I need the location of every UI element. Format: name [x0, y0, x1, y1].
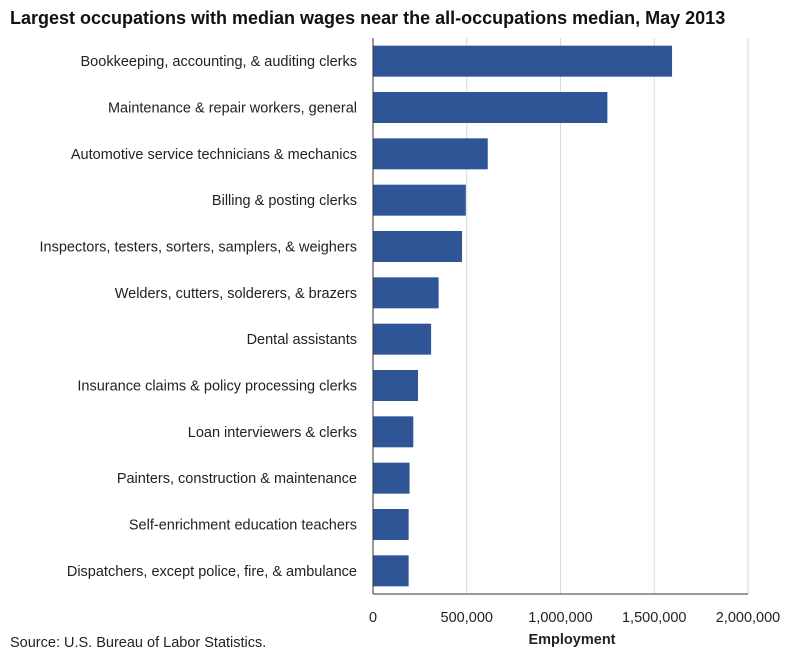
bar: [373, 184, 466, 216]
x-tick-label: 1,000,000: [528, 610, 593, 626]
x-tick-label: 1,500,000: [622, 610, 687, 626]
source-note: Source: U.S. Bureau of Labor Statistics.: [10, 635, 267, 651]
bar: [373, 416, 414, 448]
chart-title: Largest occupations with median wages ne…: [10, 8, 726, 28]
x-tick-label: 500,000: [441, 610, 493, 626]
category-label: Insurance claims & policy processing cle…: [77, 379, 357, 395]
x-axis-title: Employment: [528, 632, 616, 648]
bar: [373, 370, 418, 401]
bar: [373, 92, 608, 123]
category-label: Dispatchers, except police, fire, & ambu…: [67, 564, 357, 580]
gridlines: [466, 38, 749, 594]
bar: [373, 555, 409, 587]
bars: [373, 45, 673, 587]
category-label: Self-enrichment education teachers: [129, 518, 357, 534]
category-label: Billing & posting clerks: [212, 193, 357, 209]
x-tick-label: 2,000,000: [716, 610, 781, 626]
category-label: Inspectors, testers, sorters, samplers, …: [40, 240, 358, 256]
category-label: Welders, cutters, solderers, & brazers: [115, 286, 357, 302]
bar: [373, 462, 410, 494]
category-label: Bookkeeping, accounting, & auditing cler…: [81, 54, 357, 70]
x-tick-label: 0: [369, 610, 377, 626]
category-label: Painters, construction & maintenance: [117, 471, 357, 487]
category-labels: Bookkeeping, accounting, & auditing cler…: [40, 54, 358, 580]
x-tick-labels: 0 500,000 1,000,000 1,500,000 2,000,000: [369, 610, 780, 626]
bar: [373, 277, 439, 309]
bar: [373, 138, 488, 170]
bar: [373, 231, 463, 262]
bar: [373, 509, 409, 540]
category-label: Dental assistants: [247, 332, 357, 348]
category-label: Maintenance & repair workers, general: [108, 101, 357, 117]
category-label: Automotive service technicians & mechani…: [71, 147, 357, 163]
category-label: Loan interviewers & clerks: [188, 425, 357, 441]
bar: [373, 45, 673, 77]
bar: [373, 323, 432, 355]
axes: [372, 38, 748, 595]
